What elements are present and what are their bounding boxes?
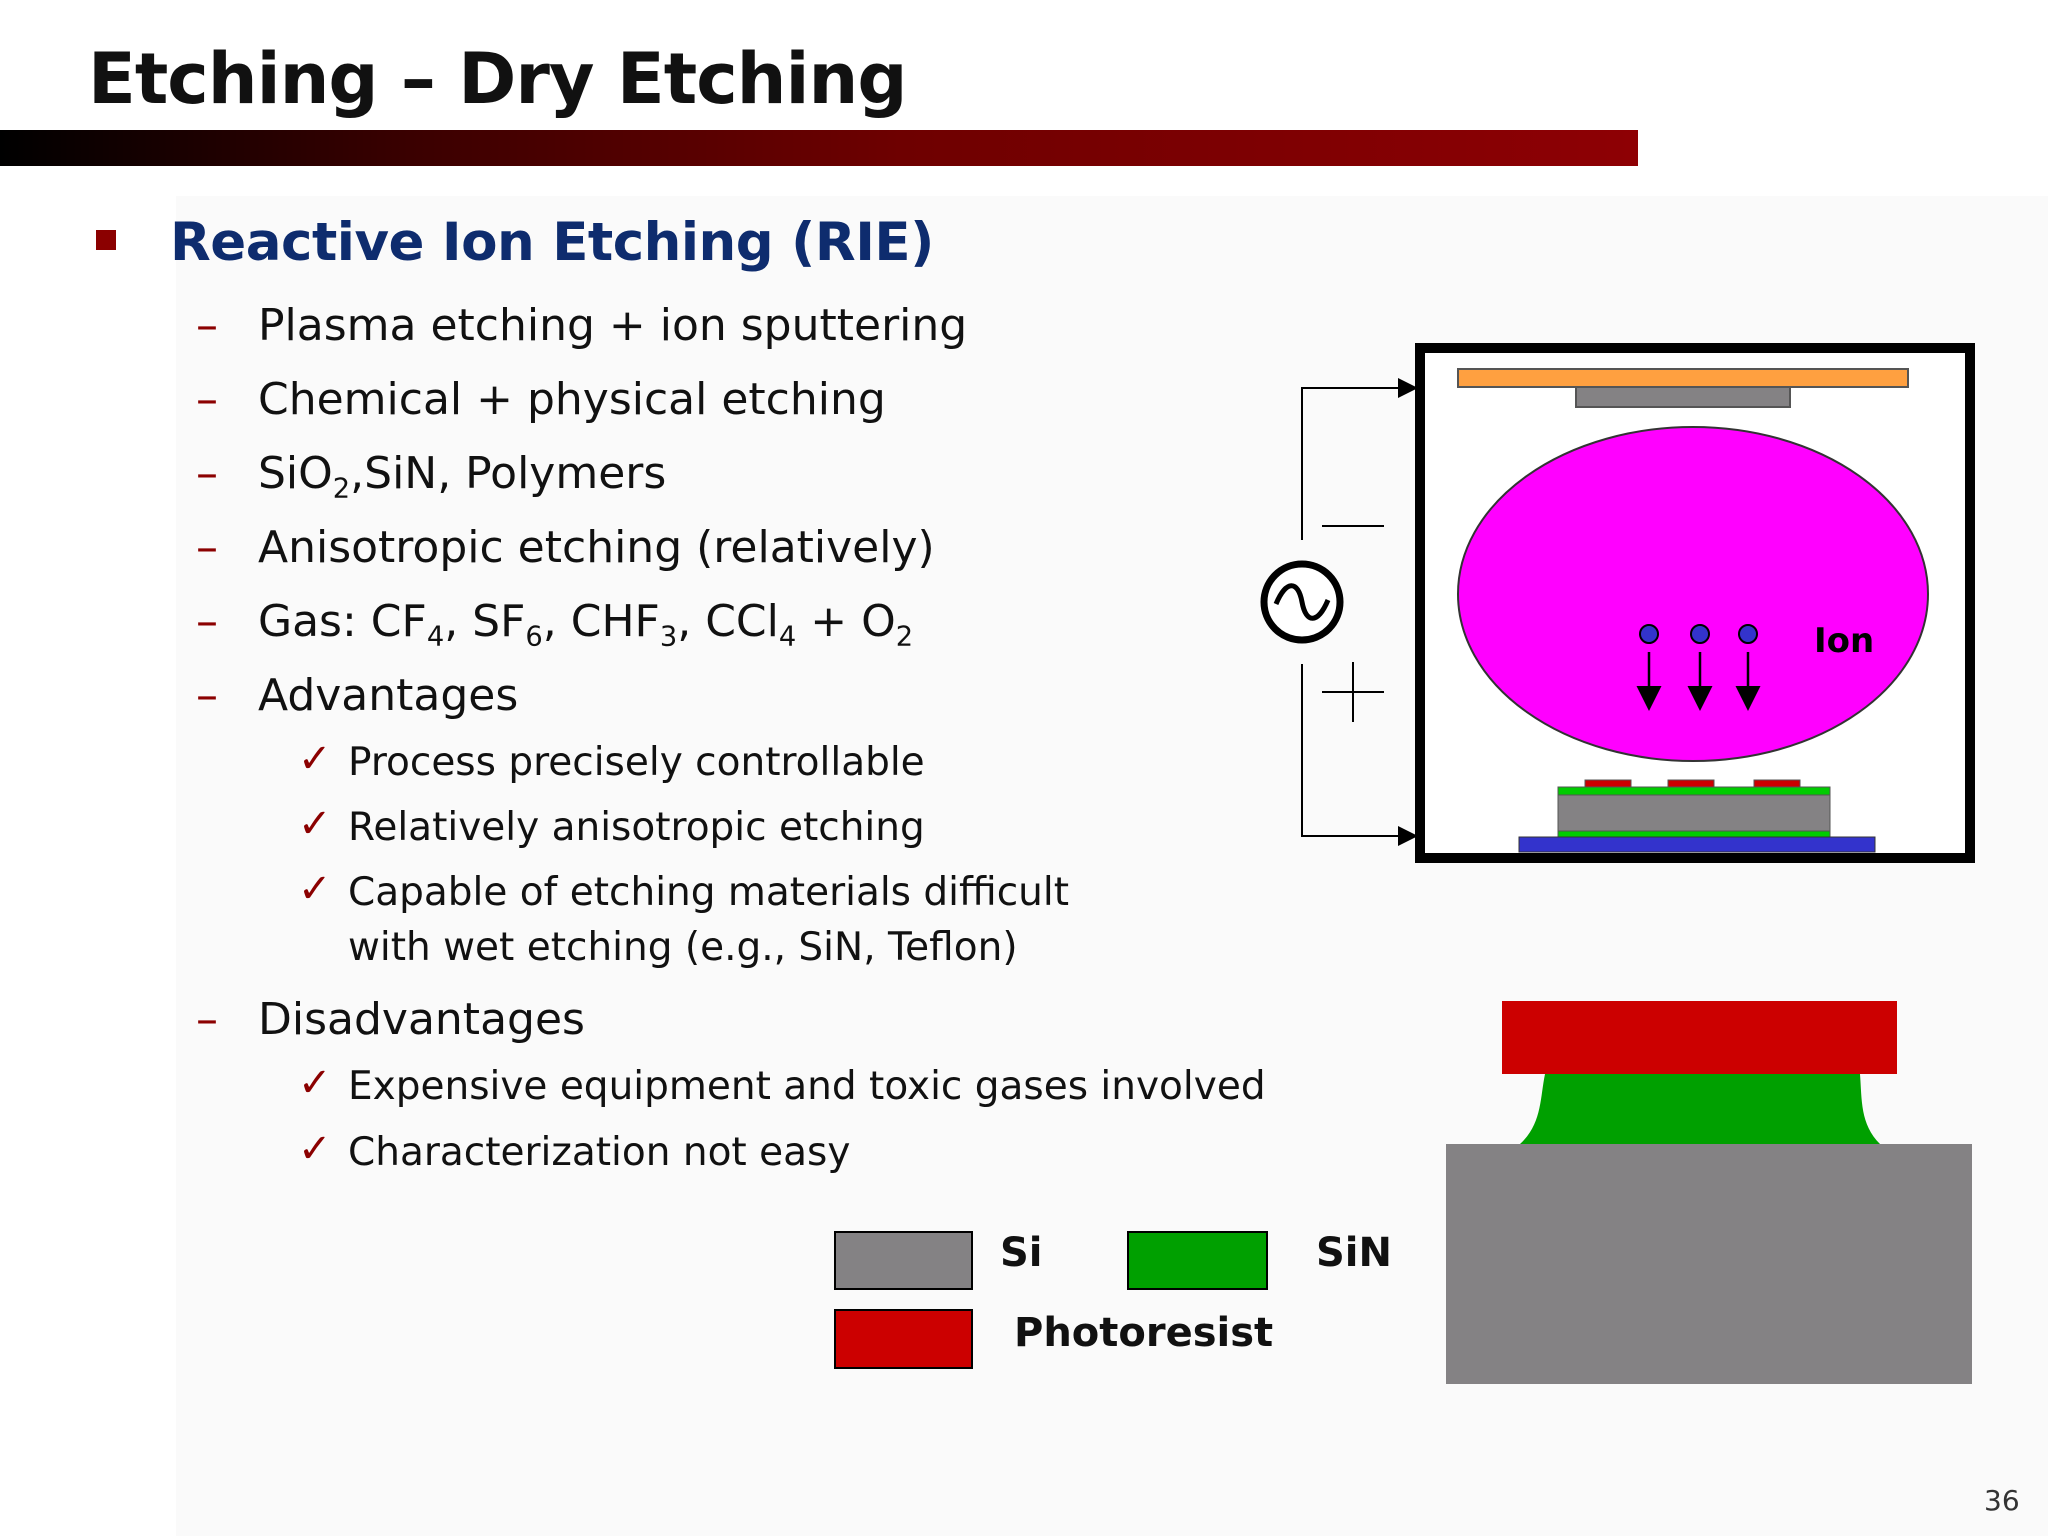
checkmark-icon: ✓ [298, 866, 332, 912]
bottom-electrode [1518, 836, 1876, 853]
wafer-bottom-layer [1557, 830, 1831, 838]
legend-label-photoresist: Photoresist [1014, 1310, 1273, 1356]
legend-swatch-photoresist [834, 1309, 973, 1369]
profile-si-substrate [1446, 1144, 1972, 1384]
sub-list-item-text: Expensive equipment and toxic gases invo… [348, 1064, 1266, 1109]
sine-wave-icon [1273, 583, 1331, 621]
wafer-photoresist [1667, 779, 1715, 788]
checkmark-icon: ✓ [298, 1060, 332, 1106]
section-heading: Reactive Ion Etching (RIE) [170, 212, 934, 273]
sub-list-item-text: with wet etching (e.g., SiN, Teflon) [348, 925, 1018, 970]
page-number: 36 [1984, 1484, 2020, 1517]
title-underline-bar [0, 130, 1638, 166]
dash-bullet-icon: – [196, 670, 218, 721]
sub-list-item-text: Characterization not easy [348, 1130, 851, 1175]
ion-icon [1690, 624, 1710, 644]
dash-bullet-icon: – [196, 448, 218, 499]
top-electrode-holder [1575, 386, 1791, 408]
sub-list-item-text: Process precisely controllable [348, 740, 925, 785]
wafer-si [1557, 794, 1831, 832]
sub-list-item-text: Relatively anisotropic etching [348, 805, 925, 850]
profile-photoresist [1502, 1001, 1897, 1074]
legend: Si SiN Photoresist [834, 1230, 1392, 1369]
wafer-photoresist [1753, 779, 1801, 788]
list-item-text: Anisotropic etching (relatively) [258, 522, 935, 573]
list-item-text: SiO2,SiN, Polymers [258, 448, 667, 505]
ion-label: Ion [1814, 621, 1874, 661]
top-electrode [1457, 368, 1909, 388]
list-item-text: Gas: CF4, SF6, CHF3, CCl4 + O2 [258, 596, 914, 653]
list-item-text: Chemical + physical etching [258, 374, 886, 425]
ion-icon [1738, 624, 1758, 644]
legend-swatch-si [834, 1231, 973, 1290]
profile-sin-layer [1520, 1074, 1880, 1144]
dash-bullet-icon: – [196, 522, 218, 573]
rf-circuit [1260, 378, 1418, 846]
circuit-wire-bottom [1301, 664, 1414, 837]
wafer-sin-layer [1557, 786, 1831, 796]
dash-bullet-icon: – [196, 596, 218, 647]
checkmark-icon: ✓ [298, 736, 332, 782]
wafer-photoresist [1584, 779, 1632, 788]
circuit-wire-top [1301, 387, 1414, 540]
legend-swatch-sin [1127, 1231, 1268, 1290]
rie-chamber: Ion [1415, 343, 1975, 863]
etch-profile [1446, 1001, 1972, 1384]
legend-label-sin: SiN [1316, 1230, 1392, 1276]
list-item-text: Advantages [258, 670, 519, 721]
ion-icon [1639, 624, 1659, 644]
legend-label-si: Si [1000, 1230, 1043, 1276]
dash-bullet-icon: – [196, 300, 218, 351]
checkmark-icon: ✓ [298, 801, 332, 847]
square-bullet-icon [96, 230, 116, 250]
slide-title: Etching – Dry Etching [88, 38, 907, 120]
plasma [1457, 426, 1929, 762]
dash-bullet-icon: – [196, 374, 218, 425]
sub-list-item-text: Capable of etching materials difficult [348, 870, 1069, 915]
list-item-text: Plasma etching + ion sputtering [258, 300, 968, 351]
dash-bullet-icon: – [196, 994, 218, 1045]
checkmark-icon: ✓ [298, 1126, 332, 1172]
ions [1636, 624, 1761, 711]
list-item-text: Disadvantages [258, 994, 585, 1045]
